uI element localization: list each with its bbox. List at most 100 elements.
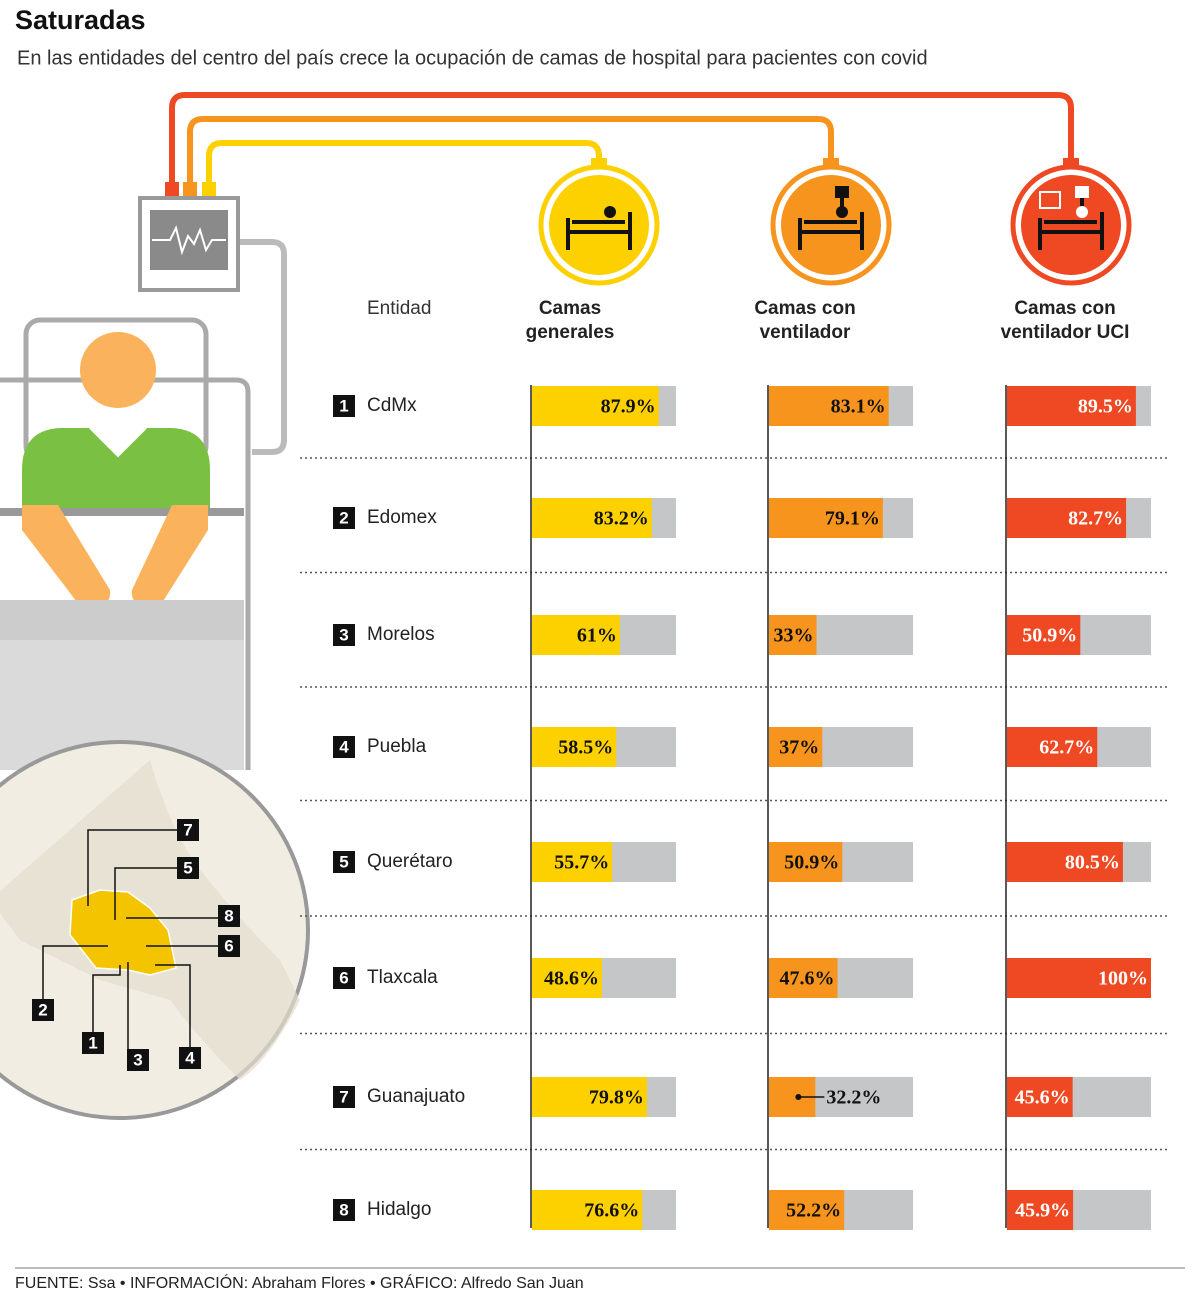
bar	[769, 727, 823, 767]
value-label: 100%	[1098, 968, 1148, 990]
map-rank-label: 2	[38, 1000, 47, 1019]
patient-illustration	[0, 317, 251, 770]
bar	[1007, 958, 1151, 998]
map-rank-label: 4	[185, 1048, 195, 1067]
chart-title: Saturadas	[15, 5, 146, 35]
rank-label: 7	[339, 1087, 348, 1106]
bar	[1007, 386, 1136, 426]
map-rank-label: 8	[224, 906, 233, 925]
rank-label: 8	[339, 1200, 348, 1219]
rank-label: 3	[339, 625, 348, 644]
bar	[769, 1190, 845, 1230]
value-label: 45.9%	[1015, 1200, 1070, 1222]
map-rank-box	[179, 1047, 201, 1069]
series-header: Camas generales	[526, 298, 615, 343]
value-label: 50.9%	[1022, 625, 1077, 647]
bar	[532, 386, 659, 426]
map-rank-box	[218, 935, 240, 957]
rank-box	[333, 736, 355, 758]
map-rank-label: 3	[133, 1050, 142, 1069]
value-label: 47.6%	[780, 968, 835, 990]
bar	[1007, 1077, 1073, 1117]
map-rank-label: 5	[183, 858, 192, 877]
category-label: Morelos	[367, 624, 435, 645]
category-label: Edomex	[367, 507, 437, 528]
value-label: 89.5%	[1078, 396, 1133, 418]
rank-box	[333, 1086, 355, 1108]
value-label: 33%	[774, 625, 814, 647]
rank-box	[333, 395, 355, 417]
bar	[532, 1077, 647, 1117]
category-label: Querétaro	[367, 851, 453, 872]
bar	[532, 1190, 643, 1230]
value-label: 48.6%	[544, 968, 599, 990]
rank-label: 2	[339, 508, 348, 527]
value-label: 58.5%	[558, 737, 613, 759]
map-rank-label: 6	[224, 936, 233, 955]
bar	[1007, 498, 1127, 538]
rank-box	[333, 507, 355, 529]
value-label: 55.7%	[554, 852, 609, 874]
map-rank-box	[177, 857, 199, 879]
value-label: 61%	[577, 625, 617, 647]
map	[0, 740, 310, 1120]
value-label: 80.5%	[1065, 852, 1120, 874]
bar	[769, 958, 838, 998]
series-header: Camas con ventilador	[754, 298, 855, 343]
value-label: 37%	[779, 737, 819, 759]
bar	[769, 842, 843, 882]
bar	[1007, 1190, 1074, 1230]
map-rank-label: 1	[88, 1033, 97, 1052]
series-header: Camas con ventilador UCI	[1001, 298, 1130, 343]
bar	[532, 958, 602, 998]
value-label: 79.1%	[825, 508, 880, 530]
category-header: Entidad	[367, 298, 431, 319]
map-rank-box	[127, 1049, 149, 1071]
source: FUENTE: Ssa • INFORMACIÓN: Abraham Flore…	[15, 1273, 584, 1292]
label-leader-dot	[795, 1094, 802, 1100]
monitor	[138, 196, 287, 455]
bar	[769, 498, 883, 538]
category-label: Tlaxcala	[367, 967, 438, 988]
category-label: CdMx	[367, 395, 417, 416]
bar	[769, 386, 889, 426]
map-rank-box	[177, 819, 199, 841]
bar	[532, 727, 617, 767]
value-label: 83.1%	[831, 396, 886, 418]
rank-box	[333, 967, 355, 989]
category-label: Puebla	[367, 736, 427, 757]
category-label: Guanajuato	[367, 1086, 465, 1107]
bar	[1007, 727, 1098, 767]
value-label: 79.8%	[589, 1087, 644, 1109]
bar	[1007, 842, 1123, 882]
map-rank-box	[218, 905, 240, 927]
bar	[532, 498, 652, 538]
value-label: 50.9%	[784, 852, 839, 874]
value-label: 83.2%	[594, 508, 649, 530]
rank-label: 5	[339, 852, 348, 871]
bed-icons	[538, 164, 1132, 286]
bar	[769, 615, 817, 655]
map-rank-box	[82, 1032, 104, 1054]
rank-box	[333, 624, 355, 646]
map-rank-box	[32, 999, 54, 1021]
map-rank-label: 7	[183, 820, 192, 839]
bar	[532, 842, 613, 882]
rank-box	[333, 851, 355, 873]
value-label: 45.6%	[1015, 1087, 1070, 1109]
rank-label: 4	[339, 737, 349, 756]
value-label: 52.2%	[786, 1200, 841, 1222]
chart-subtitle: En las entidades del centro del país cre…	[17, 47, 928, 69]
value-label: 32.2%	[826, 1087, 881, 1109]
value-label: 76.6%	[584, 1200, 639, 1222]
category-label: Hidalgo	[367, 1199, 431, 1220]
cables	[169, 92, 1074, 188]
value-label: 82.7%	[1068, 508, 1123, 530]
rank-box	[333, 1199, 355, 1221]
rank-label: 6	[339, 968, 348, 987]
bar	[1007, 615, 1081, 655]
rank-label: 1	[339, 396, 348, 415]
bar	[532, 615, 620, 655]
value-label: 87.9%	[601, 396, 656, 418]
